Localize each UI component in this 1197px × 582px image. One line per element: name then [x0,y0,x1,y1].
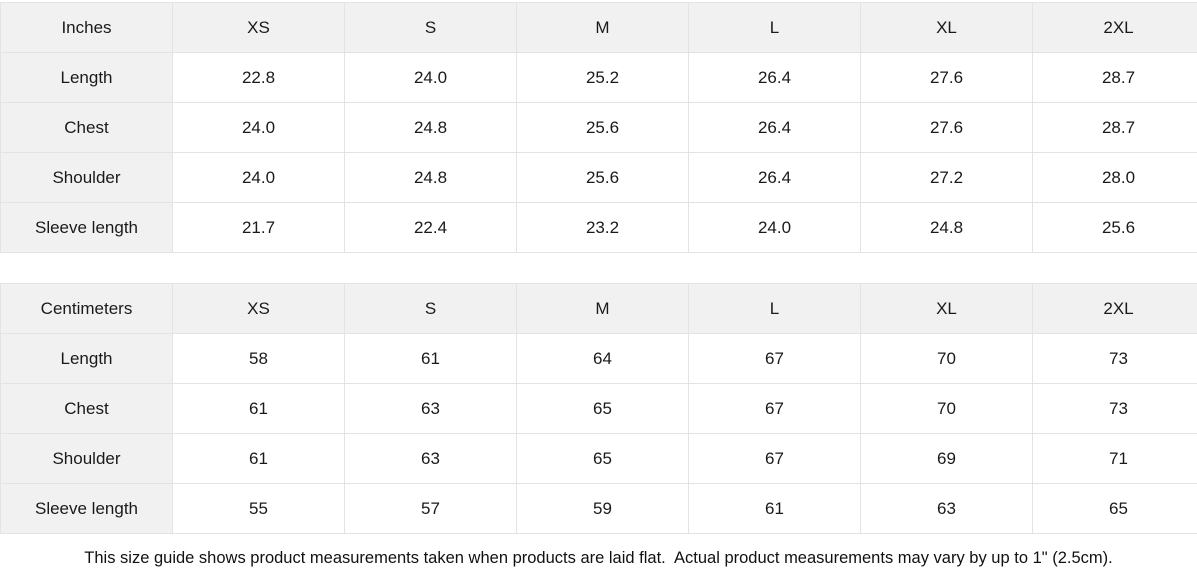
size-header-cell: XL [861,284,1033,334]
value-cell: 63 [345,384,517,434]
value-cell: 55 [173,484,345,534]
size-header-cell: XS [173,3,345,53]
value-cell: 67 [689,334,861,384]
value-cell: 61 [345,334,517,384]
value-cell: 24.0 [345,53,517,103]
value-cell: 25.6 [517,153,689,203]
value-cell: 61 [173,384,345,434]
size-header-cell: XL [861,3,1033,53]
value-cell: 27.6 [861,103,1033,153]
value-cell: 24.0 [689,203,861,253]
value-cell: 27.2 [861,153,1033,203]
value-cell: 61 [173,434,345,484]
unit-label-cell: Centimeters [1,284,173,334]
value-cell: 27.6 [861,53,1033,103]
value-cell: 65 [1033,484,1197,534]
size-header-cell: M [517,3,689,53]
value-cell: 67 [689,434,861,484]
value-cell: 67 [689,384,861,434]
value-cell: 28.0 [1033,153,1197,203]
row-label-cell: Shoulder [1,153,173,203]
row-label-cell: Shoulder [1,434,173,484]
row-label-cell: Sleeve length [1,203,173,253]
size-header-cell: L [689,284,861,334]
size-header-cell: M [517,284,689,334]
size-header-cell: 2XL [1033,284,1197,334]
value-cell: 69 [861,434,1033,484]
value-cell: 26.4 [689,103,861,153]
value-cell: 59 [517,484,689,534]
value-cell: 26.4 [689,53,861,103]
value-cell: 26.4 [689,153,861,203]
size-header-cell: XS [173,284,345,334]
value-cell: 22.8 [173,53,345,103]
row-label-cell: Chest [1,103,173,153]
value-cell: 73 [1033,334,1197,384]
value-cell: 23.2 [517,203,689,253]
value-cell: 63 [861,484,1033,534]
value-cell: 70 [861,334,1033,384]
value-cell: 24.8 [345,103,517,153]
unit-label-cell: Inches [1,3,173,53]
value-cell: 24.0 [173,103,345,153]
row-label-cell: Length [1,334,173,384]
value-cell: 21.7 [173,203,345,253]
value-cell: 25.6 [1033,203,1197,253]
value-cell: 24.8 [345,153,517,203]
row-label-cell: Sleeve length [1,484,173,534]
row-label-cell: Chest [1,384,173,434]
value-cell: 25.2 [517,53,689,103]
value-cell: 73 [1033,384,1197,434]
size-guide-footnote: This size guide shows product measuremen… [0,534,1197,582]
value-cell: 65 [517,434,689,484]
value-cell: 63 [345,434,517,484]
value-cell: 57 [345,484,517,534]
value-cell: 22.4 [345,203,517,253]
value-cell: 65 [517,384,689,434]
size-header-cell: 2XL [1033,3,1197,53]
size-header-cell: S [345,284,517,334]
value-cell: 71 [1033,434,1197,484]
value-cell: 28.7 [1033,53,1197,103]
value-cell: 24.8 [861,203,1033,253]
size-header-cell: L [689,3,861,53]
row-label-cell: Length [1,53,173,103]
value-cell: 24.0 [173,153,345,203]
value-cell: 25.6 [517,103,689,153]
size-header-cell: S [345,3,517,53]
value-cell: 58 [173,334,345,384]
value-cell: 28.7 [1033,103,1197,153]
value-cell: 61 [689,484,861,534]
value-cell: 64 [517,334,689,384]
value-cell: 70 [861,384,1033,434]
